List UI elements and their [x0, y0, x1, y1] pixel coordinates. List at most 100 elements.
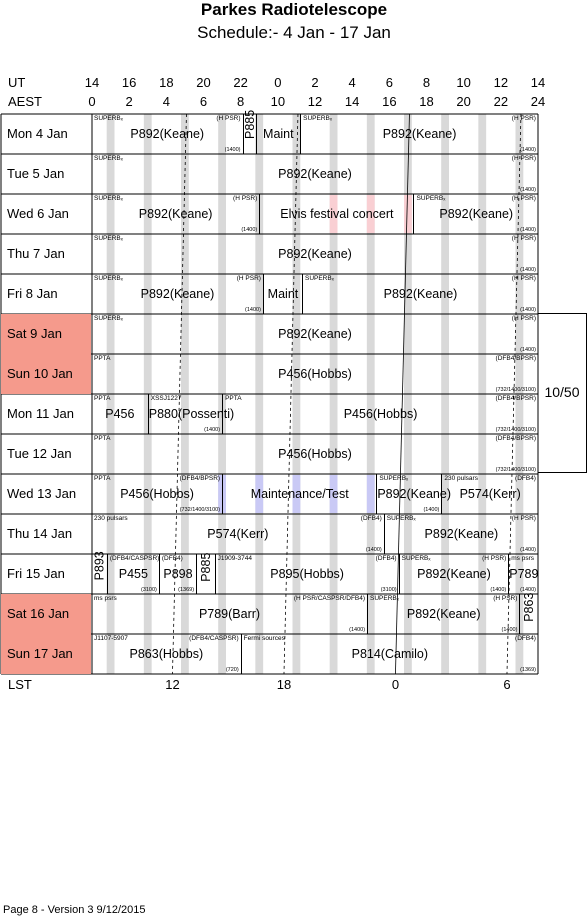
- schedule-block[interactable]: (DFB4/CASPSR) (3100) P455: [106, 554, 159, 594]
- schedule-block[interactable]: SUPERBₓ (H PSR) (1400) P892(Keane): [92, 234, 538, 274]
- block-project-label: P789: [509, 567, 539, 581]
- block-instrument-label: (DFB4): [515, 635, 536, 642]
- schedule-block[interactable]: J1909-3744 (DFB4) (3100) P895(Hobbs): [214, 554, 399, 594]
- aest-tick-label: 22: [493, 94, 509, 109]
- ut-tick-label: 20: [196, 75, 211, 90]
- block-project-label: P895(Hobbs): [270, 567, 344, 581]
- block-frequency-label: (732/1400/3100): [179, 507, 221, 513]
- schedule-block[interactable]: Maint: [262, 274, 302, 314]
- schedule-block[interactable]: 230 pulsars (DFB4) (1400) P574(Kerr): [92, 514, 384, 554]
- block-backend-label: SUPERBₓ: [304, 275, 334, 282]
- block-frequency-label: (1400): [365, 547, 382, 553]
- footer-text: Page 8 - Version 3 9/12/2015: [3, 904, 146, 916]
- day-label: Sat 16 Jan: [1, 594, 91, 634]
- aest-axis-label: AEST: [8, 94, 42, 109]
- schedule-block[interactable]: SUPERBₓ (1400) P892(Keane): [376, 474, 451, 514]
- schedule-block[interactable]: Maintenance/Test: [222, 474, 376, 514]
- aest-tick-label: 6: [199, 94, 208, 109]
- block-project-label: P863: [522, 592, 537, 622]
- block-project-label: P574(Kerr): [459, 487, 521, 501]
- schedule-block[interactable]: PPTA (DFB4/BPSR) (732/1400/3100) P456(Hobbs…: [92, 354, 538, 394]
- block-instrument-label: (H PSR): [482, 555, 507, 562]
- block-backend-label: ms psrs: [94, 595, 117, 602]
- block-project-label: P892(Keane): [424, 527, 499, 541]
- schedule-block[interactable]: J1107-5907 (DFB4/CASPSR) (720) P863(Hobbs): [92, 634, 241, 674]
- day-label: Thu 7 Jan: [7, 246, 65, 261]
- schedule-block[interactable]: PPTA (DFB4/BPSR) (732/1400/3100) P456(Hobbs…: [222, 394, 538, 434]
- block-frequency-label: (1400): [520, 227, 536, 233]
- block-project-label: Maint: [263, 127, 294, 141]
- block-instrument-label: (DFB4): [360, 515, 382, 522]
- page-subtitle: Schedule:- 4 Jan - 17 Jan: [197, 23, 391, 42]
- schedule-block[interactable]: SUPERBₓ (H PSR) (1400) P892(Keane): [92, 114, 243, 154]
- aest-tick-label: 4: [162, 94, 170, 109]
- lst-axis-label: LST: [8, 677, 32, 692]
- block-project-label: Maint: [267, 287, 299, 301]
- schedule-block[interactable]: P893: [92, 551, 107, 594]
- schedule-block[interactable]: Elvis festival concert: [259, 194, 413, 234]
- block-backend-label: SUPERBₓ: [303, 115, 332, 122]
- schedule-block[interactable]: Maint: [255, 114, 301, 154]
- schedule-block[interactable]: P885: [196, 553, 215, 594]
- schedule-block[interactable]: P863: [519, 592, 538, 634]
- block-frequency-label: (1400): [245, 307, 261, 313]
- schedule-block[interactable]: 230 pulsars (DFB4) P574(Kerr): [441, 474, 538, 514]
- schedule-block[interactable]: SUPERBₓ (H PSR) (1400) P892(Keane): [383, 514, 538, 554]
- block-frequency-label: (1400): [520, 187, 536, 193]
- schedule-block[interactable]: XSSJ1227 (1400) P880(Possenti): [147, 394, 235, 434]
- block-project-label: P456: [105, 407, 135, 421]
- block-frequency-label: (3100): [140, 587, 157, 593]
- ut-tick-label: 4: [348, 75, 356, 90]
- schedule-block[interactable]: SUPERBₓ (H PSR) (1400) P892(Keane): [92, 154, 538, 194]
- schedule-block[interactable]: P885: [242, 110, 257, 154]
- block-instrument-label: (H PSR): [236, 275, 261, 282]
- block-instrument-label: (H PSR): [511, 515, 536, 522]
- block-backend-label: PPTA: [225, 395, 242, 402]
- schedule-block[interactable]: (DFB4) (1369) P898: [158, 554, 196, 594]
- day-label: Fri 15 Jan: [7, 566, 65, 581]
- schedule-block[interactable]: SUPERBₓ (H PSR) (1400) P892(Keane): [300, 114, 538, 154]
- schedule-block[interactable]: SUPERBₓ (H PSR) (1400) P892(Keane): [92, 274, 263, 314]
- block-backend-label: 230 pulsars: [94, 515, 128, 522]
- schedule-block[interactable]: SUPERBₓ (H PSR) (1400) P892(Keane): [92, 194, 259, 234]
- day-label: Tue 5 Jan: [7, 166, 65, 181]
- block-backend-label: PPTA: [94, 435, 111, 442]
- schedule-block[interactable]: PPTA (DFB4/BPSR) (732/1400/3100) P456(Hobbs…: [92, 474, 222, 514]
- schedule-block[interactable]: ms psrs (H PSR/CASPSR/DFB4) (1400) P789(Bar…: [92, 594, 367, 634]
- aest-tick-label: 10: [270, 94, 286, 109]
- block-frequency-label: (1400): [520, 307, 536, 313]
- block-backend-label: SUPERBₓ: [401, 555, 431, 562]
- schedule-block[interactable]: PPTA (DFB4/BPSR) (732/1400/3100) P456(Hobbs…: [92, 434, 538, 474]
- ut-tick-label: 10: [456, 75, 471, 90]
- block-backend-label: Fermi sources: [243, 635, 285, 642]
- block-backend-label: PPTA: [94, 395, 111, 402]
- schedule-block[interactable]: SUPERBₓ (H PSR) (1400) P892(Keane): [413, 194, 538, 234]
- block-frequency-label: (1400): [520, 547, 536, 553]
- block-frequency-label: (732/1400/3100): [495, 467, 536, 473]
- block-project-label: P456(Hobbs): [278, 367, 352, 381]
- block-frequency-label: (1369): [178, 587, 195, 593]
- side-box: 10/50: [538, 313, 587, 473]
- aest-tick-label: 20: [456, 94, 471, 109]
- schedule-block[interactable]: SUPERBₓ (H PSR) (1400) P892(Keane): [367, 594, 519, 634]
- schedule-block[interactable]: Fermi sources (DFB4) (1369) P814(Camilo): [240, 634, 538, 674]
- block-instrument-label: (H PSR): [216, 115, 241, 122]
- block-project-label: P892(Keane): [140, 287, 215, 301]
- schedule-block[interactable]: ms psrs (1400) P789: [508, 554, 538, 594]
- block-project-label: P789(Barr): [198, 607, 261, 621]
- schedule-block[interactable]: SUPERBₓ (H PSR) (1400) P892(Keane): [301, 274, 538, 314]
- side-text: 10/50: [544, 384, 580, 400]
- page-title: Parkes Radiotelescope: [200, 0, 388, 19]
- block-project-label: P456(Hobbs): [120, 487, 194, 501]
- schedule-block[interactable]: SUPERBₓ (H PSR) (1400) P892(Keane): [92, 314, 538, 354]
- lst-line: [395, 113, 410, 675]
- block-instrument-label: (H PSR): [233, 195, 258, 202]
- block-backend-label: 230 pulsars: [444, 475, 478, 482]
- schedule-block[interactable]: PPTA P456: [92, 394, 148, 434]
- lst-tick-label: 0: [391, 677, 400, 692]
- block-project-label: P892(Keane): [383, 287, 458, 301]
- block-project-label: P880(Possenti): [148, 407, 235, 421]
- schedule-block[interactable]: SUPERBₓ (H PSR) (1400) P892(Keane): [398, 554, 509, 594]
- block-frequency-label: (732/1400/3100): [495, 387, 536, 393]
- aest-tick-label: 0: [88, 94, 96, 109]
